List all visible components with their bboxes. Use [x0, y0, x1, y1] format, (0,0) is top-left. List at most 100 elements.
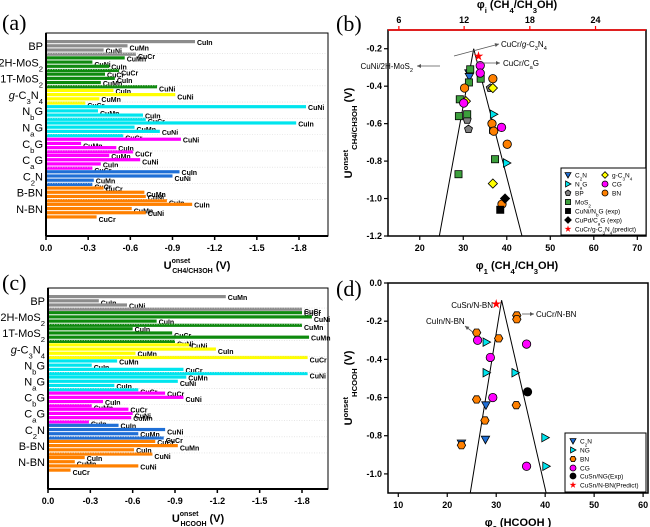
category-label: CaG	[22, 155, 43, 171]
bar-label: CuIn	[197, 40, 213, 47]
text-part: CuCr/C	[503, 59, 530, 68]
series-cg	[459, 60, 507, 132]
bar-label: CuNi	[180, 381, 196, 388]
bar-label: CuCr	[157, 440, 174, 447]
bar	[47, 211, 146, 215]
category-label: N-BN	[18, 457, 45, 469]
bar	[47, 153, 110, 158]
panel-b-volcano-plot: (b) 20 30 40 50 60 70 -0.2 -0.4 -0.6 -0.8 -1.0 -1.2 6…	[336, 0, 647, 276]
legend-label: CuNi/NbG (exp)	[575, 209, 620, 218]
text-part: /CH	[514, 0, 533, 11]
text-part: 4	[630, 176, 633, 181]
text-part: 3	[534, 267, 538, 276]
bar	[47, 113, 143, 117]
text-part: C	[25, 425, 33, 437]
bar	[49, 468, 71, 472]
bar	[47, 56, 125, 60]
marker-circle	[488, 74, 498, 84]
text-part: -C	[17, 344, 29, 356]
text-part: CH4/CH3OH	[350, 105, 359, 150]
bar-label: CuMn	[137, 352, 156, 359]
y-tick-label: -0.4	[366, 354, 382, 364]
bar	[49, 367, 184, 371]
text-part: 4	[509, 6, 514, 15]
y-tick-label: -0.6	[366, 393, 382, 403]
bar	[49, 299, 99, 303]
x-axis-label-sup: onset	[180, 511, 199, 518]
bar	[49, 351, 136, 355]
bar-label: CuIn	[116, 384, 132, 391]
annotation-label: CuCr/g-C3N4	[501, 40, 547, 52]
bar-label: CuCr	[138, 54, 155, 61]
text-part: N	[35, 171, 43, 183]
marker-triangle-down	[564, 172, 572, 179]
bar	[47, 40, 195, 44]
legend-item: BP	[564, 189, 584, 198]
text-part: 1	[484, 267, 489, 276]
bar-label: CuIn	[194, 203, 210, 210]
bar-label: CuMn	[140, 432, 159, 439]
text-part: BN	[580, 457, 589, 464]
text-part: B-BN	[19, 441, 45, 453]
text-part: N	[37, 425, 45, 437]
text-part: C	[22, 139, 30, 151]
text-part: G	[36, 360, 45, 372]
text-part: G	[36, 377, 45, 389]
annotation-arrow-head	[417, 64, 421, 68]
bar	[47, 97, 100, 101]
text-part: CuCr/	[501, 40, 523, 49]
x-tick-label: 10	[393, 500, 403, 510]
text-part: BP	[28, 41, 43, 53]
bar-label: CuMn	[111, 154, 130, 161]
bar-label: CuCr	[130, 408, 147, 415]
category-label: C2N	[25, 425, 45, 441]
series-bn	[456, 311, 522, 450]
x-tick-label: -0.6	[123, 243, 139, 253]
bar	[47, 137, 181, 141]
bar	[47, 68, 120, 73]
marker-circle	[489, 126, 499, 136]
text-part: OH)	[537, 0, 558, 11]
text-part: -C	[15, 90, 27, 102]
bar	[49, 311, 302, 315]
text-part: G	[34, 123, 43, 135]
plot-area	[438, 48, 523, 236]
text-part: a	[30, 162, 35, 171]
text-part: N	[24, 377, 32, 389]
bar	[49, 391, 166, 395]
bar	[47, 88, 114, 93]
legend-item: BN	[569, 456, 589, 464]
bar-group-nbg: NbGCuMnCuInCuCrCuNi	[24, 356, 327, 380]
bar	[49, 452, 153, 456]
legend-box	[560, 167, 647, 236]
bar	[47, 52, 136, 56]
marker-circle	[502, 139, 512, 149]
bar-label: CuCr	[166, 438, 183, 445]
y-axis-label: UonsetHCOOH (V)	[341, 350, 359, 425]
bar	[47, 141, 82, 146]
category-label: B-BN	[17, 188, 43, 200]
bar	[49, 444, 178, 448]
x-tick-label: 0.0	[42, 496, 55, 506]
category-label: CaG	[24, 409, 45, 425]
text-part: 3	[622, 176, 625, 181]
y-tick-label: -1.0	[366, 194, 382, 204]
text-part: C	[22, 155, 30, 167]
series-cusn-ng-exp-	[522, 387, 533, 397]
marker-square	[496, 205, 505, 214]
plot-area	[456, 298, 552, 493]
legend-label: C2N	[575, 173, 587, 182]
legend-item: CuNi/NbG (exp)	[565, 208, 620, 217]
marker-diamond	[601, 171, 609, 179]
bar-label: CuMn	[304, 325, 323, 332]
marker-triangle-right	[511, 367, 521, 378]
annotation-arrow-head	[530, 312, 534, 316]
text-part: onset	[341, 149, 350, 170]
bar	[49, 319, 157, 323]
volcano-line	[438, 48, 523, 236]
text-part: 2	[585, 442, 588, 447]
bar	[49, 411, 133, 416]
bar-label: CuIn	[115, 89, 131, 96]
